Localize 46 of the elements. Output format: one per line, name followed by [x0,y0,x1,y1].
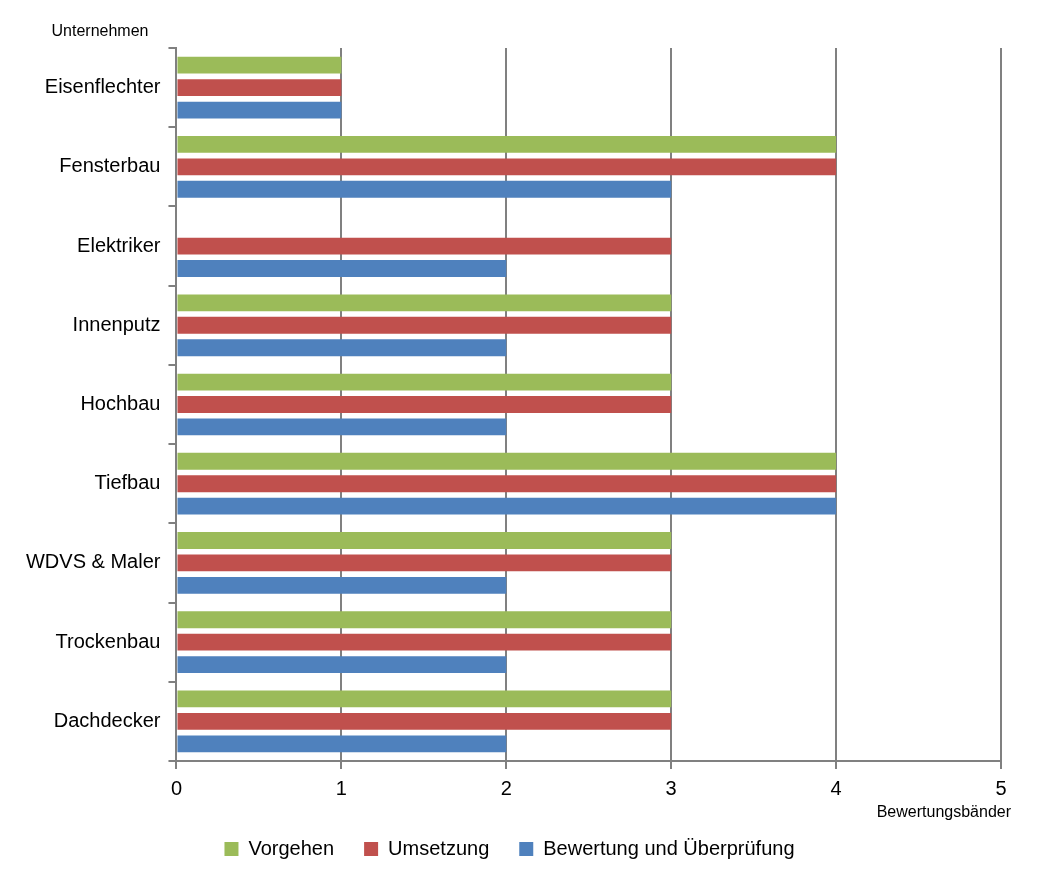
bar [177,418,507,436]
bar [177,180,672,198]
y-axis-title: Unternehmen [51,22,149,40]
bar [177,260,507,277]
x-tick-label: 4 [830,776,842,799]
bar [177,475,837,493]
bar [177,497,837,515]
x-tick-label: 3 [665,776,677,799]
bar [177,237,672,255]
y-tick-label: Fensterbau [59,154,161,177]
bar [177,158,837,176]
bar [177,452,837,470]
legend-label: Umsetzung [388,836,490,859]
bar [177,316,672,334]
bar [177,135,837,153]
y-tick-label: Hochbau [80,392,161,415]
y-tick-label: Dachdecker [53,708,161,731]
x-tick-label: 0 [170,776,183,799]
bar [177,611,672,629]
bar [177,373,672,391]
bar [177,554,672,572]
x-tick-label: 1 [335,776,347,799]
bar [177,656,507,674]
y-tick-label: Tiefbau [94,471,161,494]
legend-label: Vorgehen [248,836,335,859]
bar [177,101,342,119]
bar [177,339,507,357]
bar [177,690,672,708]
bar [177,712,672,730]
x-tick-label: 5 [995,776,1007,799]
y-tick-label: Innenputz [72,312,161,335]
bar [177,396,672,413]
x-axis-title: Bewertungsbänder [876,803,1012,821]
bar [177,56,342,74]
legend-label: Bewertung und Überprüfung [543,836,795,859]
y-tick-label: Eisenflechter [44,75,161,98]
y-tick-label: Trockenbau [55,629,161,652]
bar [177,576,507,594]
y-tick-label: Elektriker [77,233,161,256]
bar [177,735,507,753]
bar [177,294,672,312]
bar [177,532,672,549]
bar [177,633,672,651]
x-tick-label: 2 [500,776,512,799]
bar [177,79,342,97]
y-tick-label: WDVS & Maler [25,550,161,573]
